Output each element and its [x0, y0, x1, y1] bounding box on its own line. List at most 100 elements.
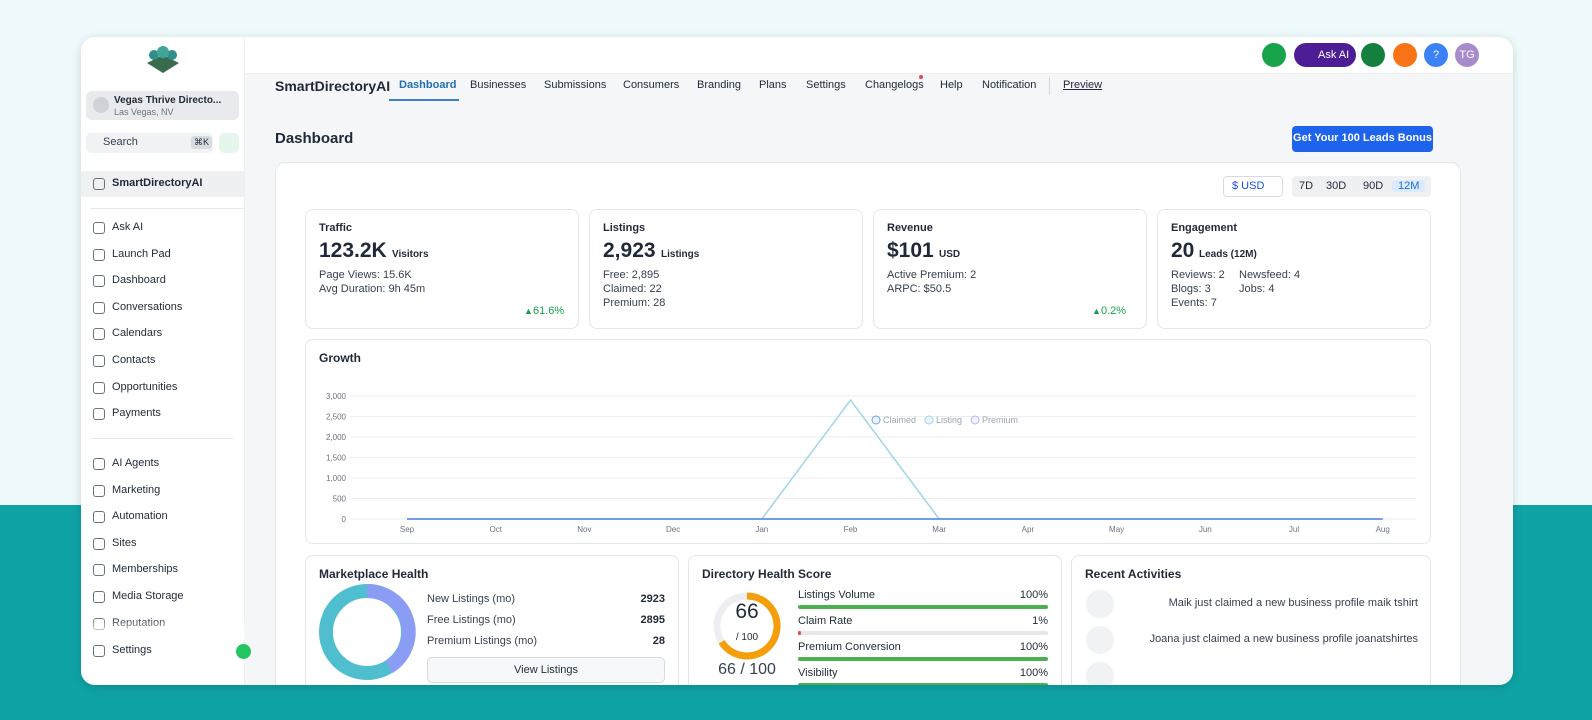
progress-bar [798, 657, 1048, 661]
legend-swatch [924, 415, 934, 425]
menu-item[interactable]: Media Storage [112, 590, 184, 602]
icon [93, 328, 105, 341]
menu-item[interactable]: Opportunities [112, 380, 178, 393]
account-name: Vegas Thrive Directo... [114, 95, 222, 106]
nav-divider [1049, 77, 1050, 95]
metric-value: 2895 [640, 614, 665, 626]
y-tick-label: 1,000 [326, 474, 347, 483]
account-location: Las Vegas, NV [114, 107, 174, 117]
marketplace-panel: Marketplace Health New Listings (mo) 2923 F… [305, 555, 679, 685]
icon [93, 248, 105, 261]
nav-tab[interactable]: Submissions [544, 79, 607, 91]
ask-ai-button[interactable]: Ask AI [1294, 43, 1356, 67]
icon [93, 537, 105, 550]
icon [93, 275, 105, 288]
card-value: 123.2K [319, 239, 387, 262]
icon [93, 408, 105, 421]
notifications-button[interactable] [1393, 43, 1417, 67]
x-tick-label: Sep [400, 525, 415, 534]
nav-tab[interactable]: Consumers [623, 79, 680, 91]
logo [147, 46, 179, 73]
menu-item[interactable]: AI Agents [112, 457, 160, 469]
menu-item[interactable]: Launch Pad [112, 247, 171, 260]
settings-item[interactable]: Settings [112, 644, 152, 656]
y-tick-label: 1,500 [326, 454, 347, 463]
user-avatar[interactable]: TG [1455, 43, 1479, 67]
x-tick-label: Jul [1289, 525, 1299, 534]
metric-label: Premium Listings (mo) [427, 635, 538, 647]
card-line: Free: 2,895 [603, 269, 660, 281]
icon [93, 355, 105, 367]
activity-text: Joana just claimed a new business profil… [1149, 633, 1418, 645]
metric-label: New Listings (mo) [427, 593, 516, 605]
menu-item[interactable]: Ask AI [112, 221, 144, 233]
menu-item[interactable]: Memberships [112, 563, 179, 576]
shortcut: ⌘K [191, 136, 213, 149]
card-unit: Listings [661, 249, 700, 260]
icon [93, 301, 105, 314]
metric-name: Premium Conversion [798, 641, 901, 653]
announcements-button[interactable] [1361, 43, 1385, 67]
x-tick-label: May [1109, 525, 1124, 534]
icon [93, 381, 105, 394]
menu-item[interactable]: Automation [112, 510, 168, 523]
metric-label: Free Listings (mo) [427, 614, 516, 626]
menu-item[interactable]: Payments [112, 407, 161, 420]
metric-name: Listings Volume [798, 589, 876, 601]
help-button[interactable]: ? [1424, 43, 1448, 67]
card-line: Premium: 28 [603, 297, 666, 309]
card-line: Avg Duration: 9h 45m [319, 283, 426, 295]
nav-tab[interactable]: Businesses [470, 79, 527, 91]
menu-item[interactable]: Dashboard [112, 274, 166, 287]
activity-icon [1086, 590, 1114, 618]
menu-item[interactable]: Contacts [112, 354, 156, 366]
nav-tab[interactable]: Plans [759, 79, 787, 91]
range-option[interactable]: 90D [1363, 180, 1384, 192]
collapse-button[interactable] [236, 644, 251, 659]
app-window: Vegas Thrive Directo... Las Vegas, NV Sear… [81, 37, 1513, 685]
y-tick-label: 2,000 [326, 433, 347, 442]
menu-item[interactable]: Sites [112, 536, 137, 549]
icon [93, 511, 105, 524]
range-option[interactable]: 30D [1326, 180, 1347, 192]
stat-card: Listings 2,923 Listings Free: 2,895 Claimed:… [589, 209, 863, 329]
pinned-item[interactable] [81, 171, 245, 197]
preview-link[interactable]: Preview [1063, 79, 1103, 91]
cta-label[interactable]: Get Your 100 Leads Bonus [1293, 132, 1432, 144]
stat-card: Engagement 20 Leads (12M) Reviews: 2 Newsfee… [1157, 209, 1431, 329]
range-option[interactable]: 7D [1299, 180, 1314, 192]
nav-tab[interactable]: Settings [806, 79, 846, 91]
activity-text: Maik just claimed a new business profile… [1168, 597, 1418, 609]
search-box[interactable] [86, 133, 213, 153]
account-switcher[interactable] [86, 91, 239, 120]
metric-value: 28 [652, 635, 665, 647]
activity-icon [1086, 626, 1114, 654]
nav-tab[interactable]: Help [940, 79, 963, 91]
x-tick-label: Apr [1022, 525, 1035, 534]
cta-button[interactable] [1292, 126, 1433, 152]
menu-item[interactable]: Marketing [112, 483, 161, 496]
nav-tab[interactable]: Branding [697, 79, 742, 91]
currency-select[interactable]: $ USD [1223, 176, 1283, 197]
quick-action[interactable] [219, 133, 239, 153]
view-listings-button[interactable]: View Listings [427, 657, 665, 683]
nav-tab[interactable]: Changelogs [865, 79, 924, 91]
icon [93, 484, 105, 497]
score-value: 66 [735, 600, 759, 623]
divider [91, 438, 233, 439]
divider [91, 208, 245, 209]
menu-item[interactable]: Conversations [112, 300, 183, 313]
call-button[interactable] [1262, 43, 1286, 67]
stat-card: Traffic 123.2K Visitors Page Views: 15.6K Av… [305, 209, 579, 329]
panel-title: Directory Health Score [702, 567, 832, 581]
activities-panel: Recent Activities Maik just claimed a new… [1071, 555, 1431, 685]
nav-tab[interactable]: Notification [982, 79, 1037, 91]
progress-bar [798, 605, 1048, 609]
range-option[interactable]: 12M [1392, 180, 1426, 192]
legend-swatch [970, 415, 980, 425]
nav-tab[interactable]: Dashboard [399, 79, 457, 91]
metric-name: Visibility [798, 667, 838, 679]
menu-item[interactable]: Calendars [112, 327, 163, 340]
pinned-label[interactable]: SmartDirectoryAI [112, 177, 203, 189]
score-summary: 66 / 100 [718, 661, 776, 678]
